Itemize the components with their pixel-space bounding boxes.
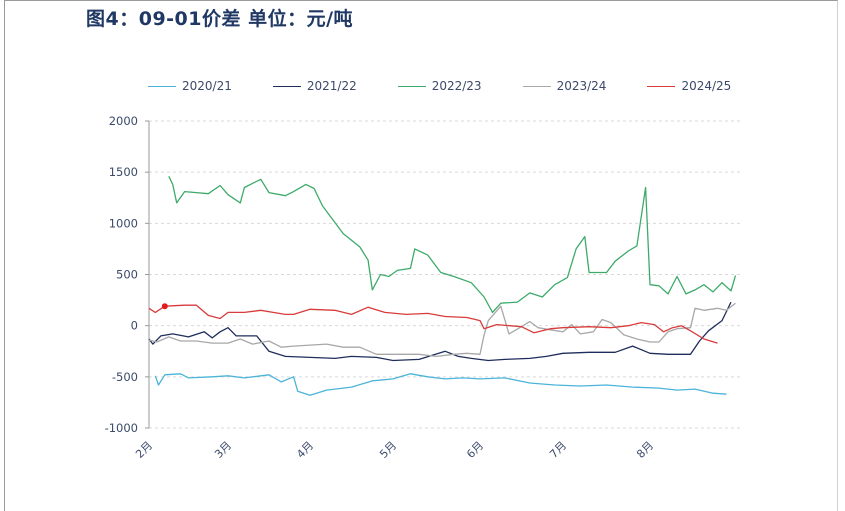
chart-legend: 2020/21 2021/22 2022/23 2023/24 2024/25 <box>148 79 772 93</box>
legend-swatch-icon <box>647 85 676 87</box>
legend-item-2024-25[interactable]: 2024/25 <box>647 79 731 93</box>
series-line-2022-23 <box>168 176 737 314</box>
y-tick-label: 2000 <box>109 114 138 128</box>
legend-item-2020-21[interactable]: 2020/21 <box>148 79 232 93</box>
x-tick-label: 8月 <box>634 439 656 461</box>
legend-label: 2023/24 <box>556 79 607 93</box>
gridlines <box>149 120 740 429</box>
data-point-marker[interactable] <box>161 303 168 310</box>
x-tick-label: 3月 <box>212 439 234 461</box>
y-tick-label: 0 <box>131 319 138 333</box>
legend-swatch-icon <box>148 85 176 87</box>
x-tick-label: 2月 <box>133 439 155 461</box>
series-line-2023-24 <box>148 302 736 358</box>
legend-item-2021-22[interactable]: 2021/22 <box>272 79 357 93</box>
legend-swatch-icon <box>272 85 301 87</box>
legend-label: 2020/21 <box>182 79 232 93</box>
chart-frame <box>4 0 838 511</box>
legend-item-2022-23[interactable]: 2022/23 <box>397 79 482 93</box>
x-axis-ticks: 2月 3月 4月 5月 6月 7月 8月 <box>133 439 656 461</box>
legend-item-2023-24[interactable]: 2023/24 <box>522 79 607 93</box>
legend-label: 2024/25 <box>681 79 732 93</box>
legend-label: 2021/22 <box>306 79 357 93</box>
series-lines <box>148 176 737 396</box>
y-tick-label: -1000 <box>105 421 138 435</box>
y-tick-label: 1000 <box>109 216 138 230</box>
y-tick-label: 1500 <box>109 165 138 179</box>
chart-title: 图4：09-01价差 单位：元/吨 <box>86 8 354 30</box>
legend-swatch-icon <box>522 85 551 87</box>
x-tick-label: 7月 <box>547 439 569 461</box>
series-line-2021-22 <box>148 301 732 362</box>
y-axis-ticks: 2000 1500 1000 500 0 -500 -1000 <box>105 114 149 435</box>
y-tick-label: 500 <box>116 268 138 282</box>
x-tick-label: 4月 <box>294 439 316 461</box>
y-tick-label: -500 <box>112 370 138 384</box>
x-tick-label: 5月 <box>377 439 399 461</box>
series-line-2024-25 <box>148 304 718 344</box>
legend-swatch-icon <box>397 85 426 87</box>
legend-label: 2022/23 <box>431 79 482 93</box>
x-tick-label: 6月 <box>464 439 486 461</box>
series-line-2020-21 <box>154 373 727 396</box>
